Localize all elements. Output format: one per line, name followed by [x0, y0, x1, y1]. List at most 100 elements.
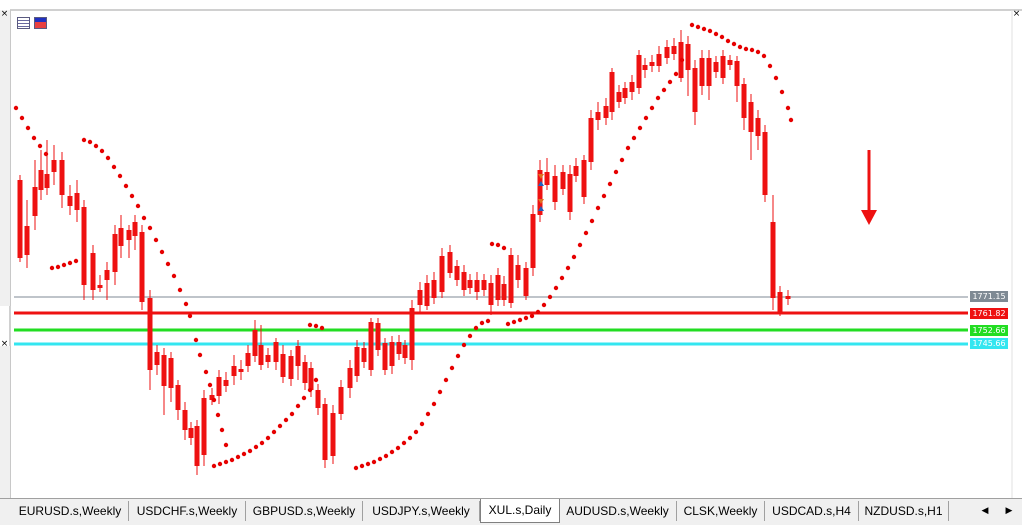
candle-body — [692, 68, 698, 112]
sar-dot — [517, 317, 523, 323]
sar-dot — [535, 309, 541, 315]
sar-dot — [99, 148, 105, 154]
tab-audusd-s-weekly[interactable]: AUDUSD.s,Weekly — [559, 501, 677, 521]
sar-dot — [235, 454, 241, 460]
sar-dot — [197, 352, 203, 358]
sar-dot — [689, 22, 695, 28]
trade-markers — [538, 174, 544, 211]
candle-body — [622, 88, 628, 98]
table-icon[interactable] — [17, 17, 30, 29]
tab-scroll-right-icon[interactable]: ▶ — [1005, 506, 1013, 516]
candle — [649, 55, 655, 72]
tab-scroll-left-icon[interactable]: ◀ — [981, 506, 989, 516]
candle-body — [544, 172, 550, 185]
candle-body — [454, 266, 460, 280]
tab-gbpusd-s-weekly[interactable]: GBPUSD.s,Weekly — [246, 501, 363, 521]
price-chart[interactable] — [0, 0, 1022, 500]
sar-dot — [649, 105, 655, 111]
candle — [603, 98, 609, 125]
sar-dot — [413, 429, 419, 435]
sar-dot — [467, 333, 473, 339]
candle — [182, 402, 188, 440]
candle — [265, 348, 271, 368]
window-icon[interactable] — [34, 17, 47, 29]
candle — [537, 160, 543, 222]
candle-body — [396, 342, 402, 354]
window-close-icon-right[interactable]: × — [1012, 9, 1021, 19]
sar-dot — [215, 412, 221, 418]
candle-body — [642, 65, 648, 70]
sar-dot — [223, 459, 229, 465]
sar-dot — [495, 242, 501, 248]
cyan-support-price-label: 1745.66 — [970, 338, 1008, 349]
sar-dot — [613, 169, 619, 175]
window-close-icon-lower[interactable]: × — [0, 339, 9, 349]
sar-dot — [443, 377, 449, 383]
candle — [295, 340, 301, 380]
candle — [74, 180, 80, 222]
candle-body — [175, 385, 181, 410]
sar-dot — [135, 203, 141, 209]
sar-dot — [788, 117, 794, 123]
candle — [629, 75, 635, 100]
candle-body — [132, 222, 138, 236]
tab-usdjpy-s-weekly[interactable]: USDJPY.s,Weekly — [363, 501, 480, 521]
tab-eurusd-s-weekly[interactable]: EURUSD.s,Weekly — [12, 501, 129, 521]
candle-body — [147, 298, 153, 370]
candle — [748, 94, 754, 160]
tab-nzdusd-s-h1[interactable]: NZDUSD.s,H1 — [859, 501, 949, 521]
candle — [431, 272, 437, 304]
tab-usdcad-s-h4[interactable]: USDCAD.s,H4 — [765, 501, 859, 521]
resistance-price-label: 1761.82 — [970, 308, 1008, 319]
sar-dot — [223, 442, 229, 448]
candle — [330, 405, 336, 464]
candle-body — [382, 343, 388, 370]
tab-xul-s-daily[interactable]: XUL.s,Daily — [480, 499, 560, 523]
candle — [139, 225, 145, 310]
sar-dot — [307, 387, 313, 393]
sar-dot — [359, 463, 365, 469]
candle-body — [713, 62, 719, 72]
candle-body — [194, 426, 200, 466]
chart-window[interactable]: × × × 1771.15 1761.82 1752.66 1745.66 — [0, 0, 1022, 500]
candle — [382, 338, 388, 375]
chart-tab-bar: EURUSD.s,Weekly USDCHF.s,Weekly GBPUSD.s,W… — [0, 498, 1022, 525]
candle-body — [501, 284, 507, 300]
tab-usdchf-s-weekly[interactable]: USDCHF.s,Weekly — [129, 501, 246, 521]
candle-body — [182, 410, 188, 430]
sar-dot — [73, 258, 79, 264]
candle-body — [741, 84, 747, 118]
down-arrow-icon — [861, 150, 877, 225]
candle — [90, 245, 96, 300]
candle — [636, 50, 642, 94]
sar-dot — [61, 262, 67, 268]
sar-dot — [619, 157, 625, 163]
candle-body — [17, 180, 23, 258]
candle-body — [258, 345, 264, 365]
candle-body — [280, 354, 286, 377]
candle-body — [347, 368, 353, 388]
candle-body — [508, 255, 514, 303]
candle — [560, 165, 566, 195]
sar-dot — [31, 135, 37, 141]
sar-dot — [601, 193, 607, 199]
candle-body — [315, 390, 321, 408]
candle — [201, 390, 207, 466]
window-close-icon[interactable]: × — [0, 9, 9, 19]
candle — [147, 290, 153, 390]
sar-dot — [153, 237, 159, 243]
candle — [552, 165, 558, 210]
candle-body — [273, 342, 279, 362]
candle — [245, 345, 251, 372]
sar-dot — [565, 265, 571, 271]
sar-dot — [313, 377, 319, 383]
candle — [573, 158, 579, 182]
candle — [656, 46, 662, 72]
candle — [194, 420, 200, 475]
sar-dot — [105, 155, 111, 161]
sar-dot — [389, 449, 395, 455]
tab-clsk-weekly[interactable]: CLSK,Weekly — [677, 501, 765, 521]
candle — [238, 360, 244, 380]
candle-body — [231, 366, 237, 376]
sar-dot — [583, 230, 589, 236]
